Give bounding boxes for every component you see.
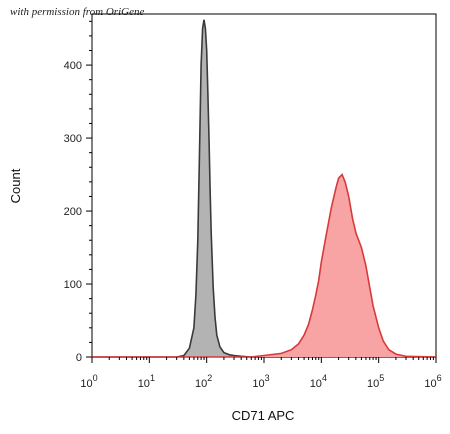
y-tick-label: 400 (64, 60, 82, 72)
x-axis-title: CD71 APC (232, 408, 295, 423)
y-tick-label: 0 (76, 352, 82, 364)
axes-layer: 100 101 102 103 104 105 106 0 100 200 300 400 (64, 20, 442, 390)
series-1-area (92, 19, 436, 358)
y-axis-title: Count (8, 168, 23, 203)
series-2-area (92, 174, 436, 357)
x-tick-label: 101 (138, 373, 155, 390)
x-tick-label: 104 (310, 373, 327, 390)
x-tick-label: 106 (424, 373, 441, 390)
x-tick-label: 100 (80, 373, 97, 390)
series-layer (92, 19, 437, 358)
y-tick-label: 300 (64, 133, 82, 145)
x-tick-label: 102 (195, 373, 212, 390)
y-tick-label: 100 (64, 279, 82, 291)
plot-frame (91, 13, 437, 358)
x-tick-label: 105 (367, 373, 384, 390)
series-1-line (92, 19, 436, 358)
series-2-line (92, 173, 437, 358)
watermark-text: with permission from OriGene (10, 6, 145, 18)
y-tick-label: 200 (64, 206, 82, 218)
x-tick-label: 103 (252, 373, 269, 390)
